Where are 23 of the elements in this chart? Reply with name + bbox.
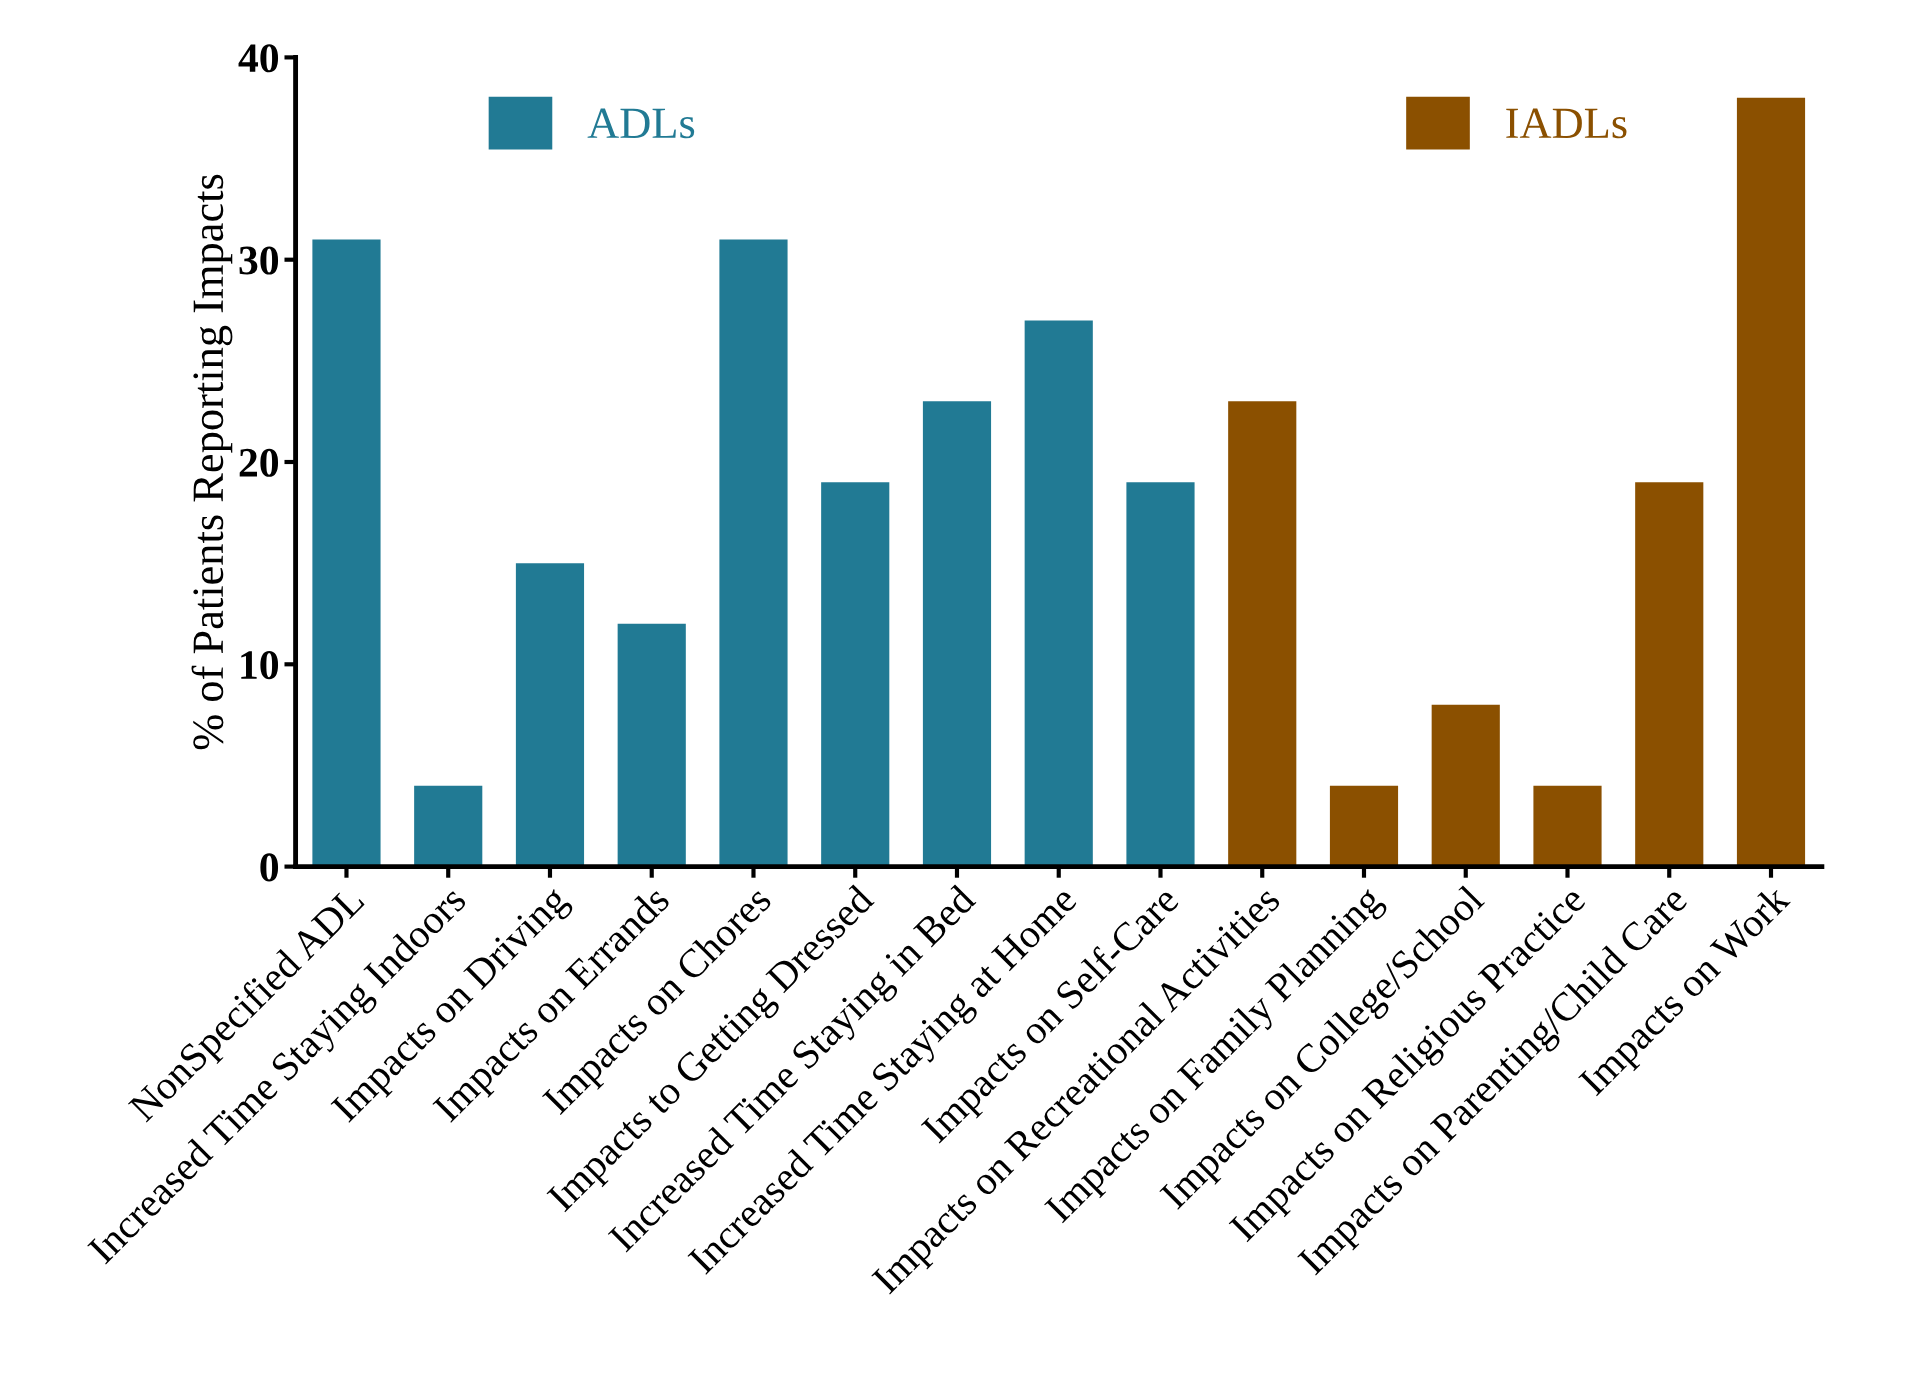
y-tick-label: 30: [239, 246, 279, 275]
y-tick-label: 0: [260, 853, 279, 882]
bar: [1635, 482, 1704, 867]
bar: [617, 623, 686, 867]
y-tick-label: 20: [239, 448, 279, 477]
bar: [1126, 482, 1195, 867]
bar: [1228, 401, 1297, 867]
y-axis-title: % of Patients Reporting Impacts: [191, 174, 233, 750]
bar: [719, 239, 788, 867]
bar: [1431, 704, 1500, 867]
bar: [1736, 97, 1806, 867]
legend-label: ADLs: [587, 108, 695, 139]
bar: [1024, 320, 1093, 867]
bar: [1329, 785, 1399, 867]
bar: [922, 401, 992, 867]
bar: [1533, 785, 1602, 867]
y-tick-label: 10: [241, 651, 279, 680]
legend-label: IADLs: [1506, 108, 1627, 139]
bar: [312, 239, 381, 867]
bar: [414, 785, 483, 867]
bar: [515, 563, 585, 867]
bar: [821, 482, 890, 867]
y-tick-label: 40: [238, 44, 279, 73]
